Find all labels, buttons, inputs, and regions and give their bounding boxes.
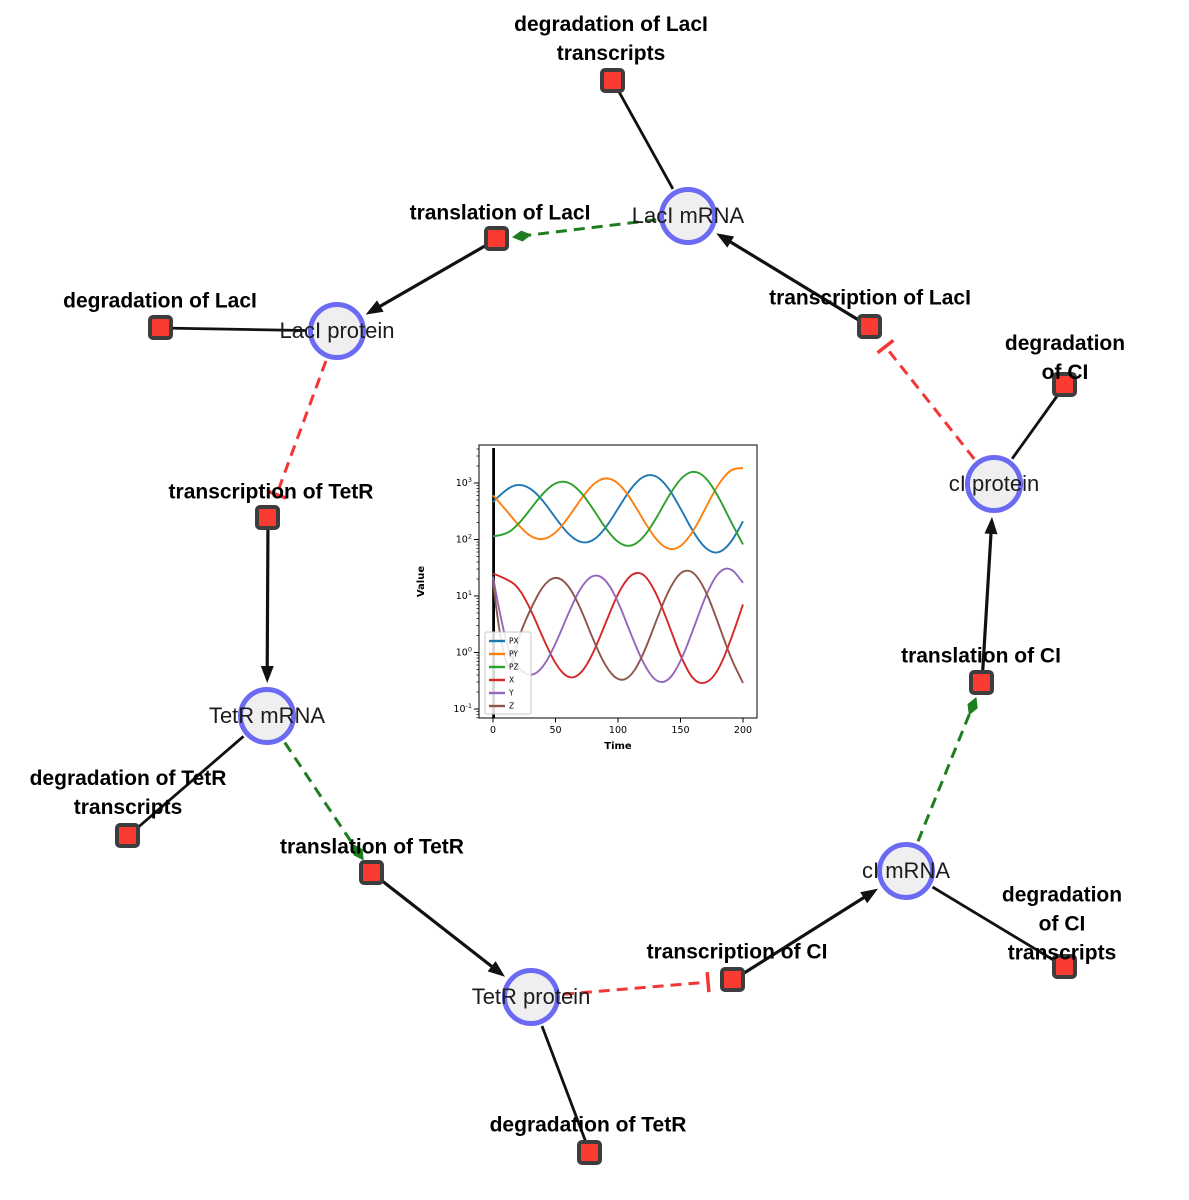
process-label-translation-of-ci: translation of CI (901, 644, 1061, 668)
species-node-tetr-protein[interactable] (502, 968, 560, 1026)
process-node-transcription-of-laci[interactable] (857, 314, 882, 339)
species-label-laci-protein: LacI protein (279, 318, 395, 343)
species-node-laci-mrna[interactable] (659, 187, 717, 245)
process-node-degradation-of-tetr[interactable] (577, 1140, 602, 1165)
process-node-translation-of-laci[interactable] (484, 226, 509, 251)
process-node-degradation-of-laci-transcripts[interactable] (600, 68, 625, 93)
process-label-degradation-of-tetr: degradation of TetR (489, 1113, 687, 1137)
process-label-translation-of-tetr: translation of TetR (280, 835, 464, 859)
process-node-transcription-of-tetr[interactable] (255, 505, 280, 530)
species-label-tetr-protein: TetR protein (471, 984, 591, 1009)
process-node-degradation-of-ci[interactable] (1052, 372, 1077, 397)
process-label-translation-of-laci: translation of LacI (409, 201, 591, 225)
species-node-ci-protein[interactable] (965, 455, 1023, 513)
process-node-translation-of-ci[interactable] (969, 670, 994, 695)
process-label-degradation-of-ci: degradation of CI (1004, 332, 1126, 384)
species-label-tetr-mrna: TetR mRNA (208, 703, 326, 728)
species-label-ci-protein: cI protein (948, 471, 1040, 496)
species-label-laci-mrna: LacI mRNA (631, 203, 745, 228)
process-node-translation-of-tetr[interactable] (359, 860, 384, 885)
process-label-transcription-of-tetr: transcription of TetR (168, 480, 374, 504)
species-node-tetr-mrna[interactable] (238, 687, 296, 745)
process-node-degradation-of-laci[interactable] (148, 315, 173, 340)
process-label-degradation-of-ci-transcripts: degradation of CI transcripts (1001, 883, 1123, 965)
species-label-ci-mrna: cI mRNA (862, 858, 950, 883)
process-label-degradation-of-laci: degradation of LacI (63, 289, 257, 313)
process-node-degradation-of-ci-transcripts[interactable] (1052, 954, 1077, 979)
process-label-transcription-of-ci: transcription of CI (646, 940, 828, 964)
process-label-degradation-of-tetr-transcripts: degradation of TetR transcripts (29, 767, 227, 819)
process-node-transcription-of-ci[interactable] (720, 967, 745, 992)
process-node-degradation-of-tetr-transcripts[interactable] (115, 823, 140, 848)
process-label-transcription-of-laci: transcription of LacI (769, 286, 971, 310)
species-node-ci-mrna[interactable] (877, 842, 935, 900)
process-label-degradation-of-laci-transcripts: degradation of LacI transcripts (514, 13, 708, 65)
species-node-laci-protein[interactable] (308, 302, 366, 360)
